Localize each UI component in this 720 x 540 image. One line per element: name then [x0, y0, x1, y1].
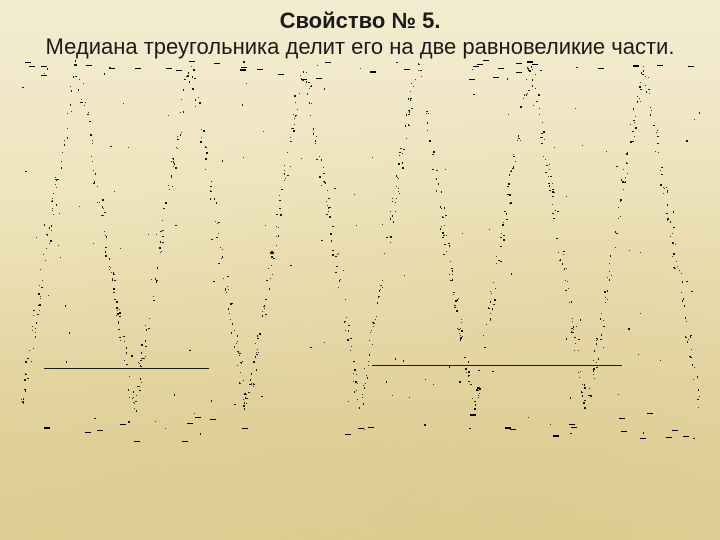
slide: Свойство № 5. Медиана треугольника делит…: [0, 0, 720, 540]
solid-segment-1: [372, 365, 622, 366]
slide-subtitle: Медиана треугольника делит его на две ра…: [0, 34, 720, 60]
slide-title: Свойство № 5.: [0, 8, 720, 34]
solid-segment-0: [44, 368, 209, 369]
